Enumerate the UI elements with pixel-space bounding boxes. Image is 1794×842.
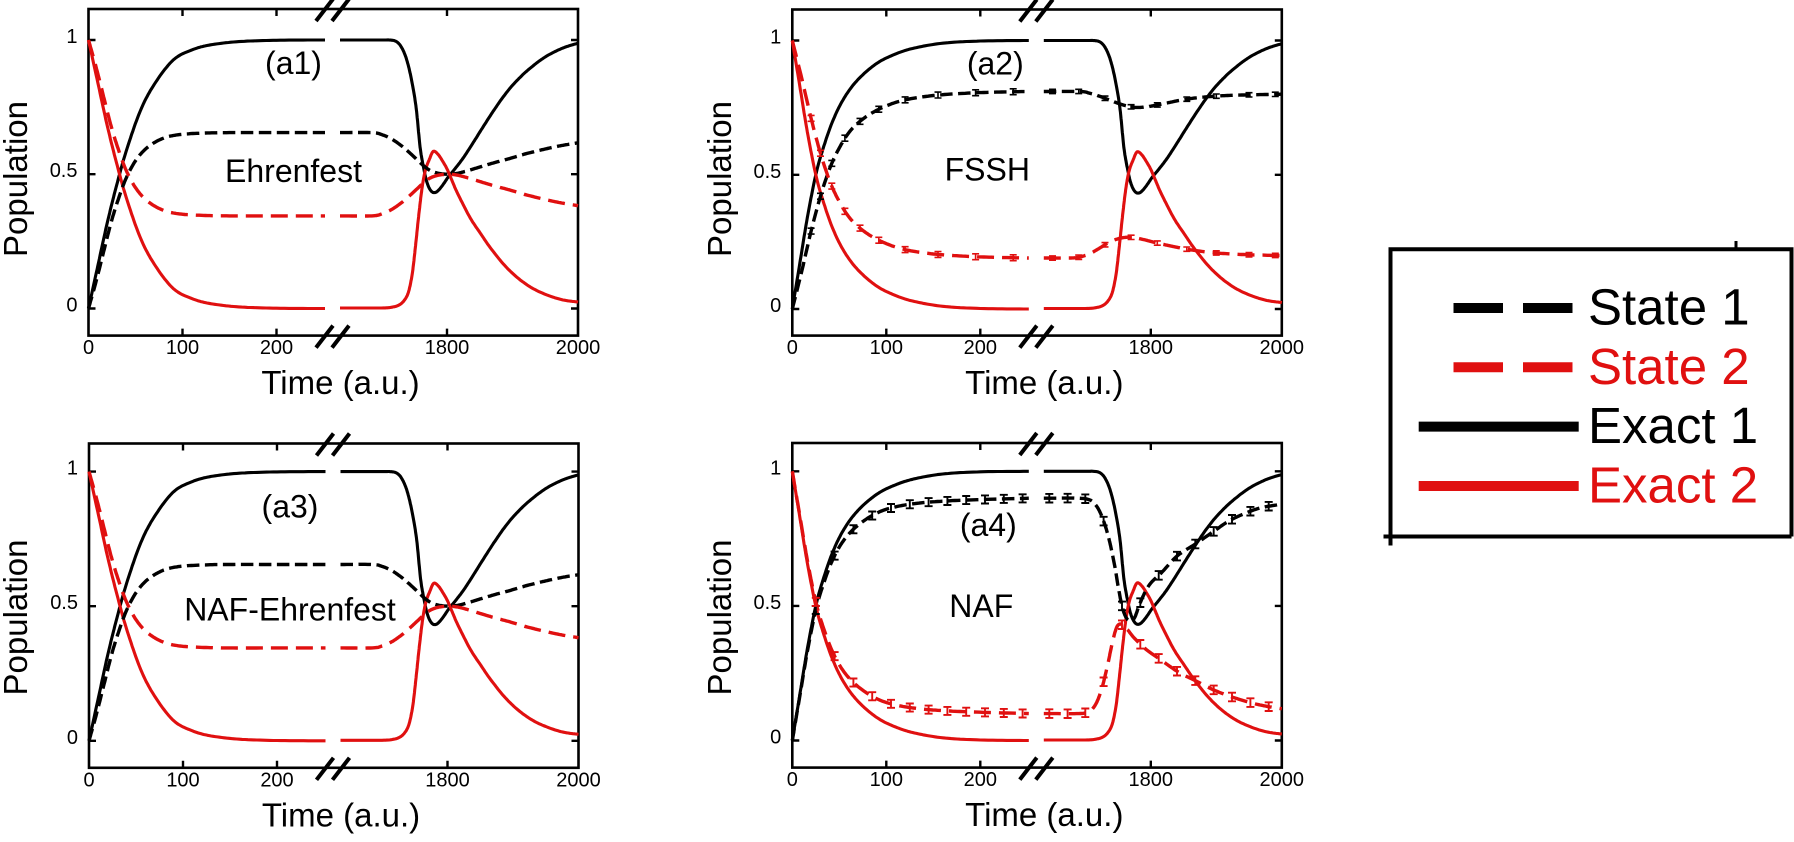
svg-text:NAF-Ehrenfest: NAF-Ehrenfest	[184, 592, 396, 628]
svg-text:Population: Population	[0, 101, 34, 257]
svg-text:Population: Population	[701, 540, 738, 696]
svg-text:(a3): (a3)	[262, 489, 319, 525]
svg-text:Exact 2: Exact 2	[1588, 457, 1758, 514]
svg-text:Time (a.u.): Time (a.u.)	[261, 364, 419, 401]
svg-text:1: 1	[66, 26, 77, 48]
svg-text:1: 1	[770, 27, 781, 49]
svg-text:0.5: 0.5	[50, 592, 78, 614]
svg-text:1800: 1800	[425, 769, 470, 791]
svg-text:100: 100	[870, 769, 903, 791]
svg-text:Population: Population	[0, 540, 34, 696]
svg-text:Population: Population	[701, 101, 738, 257]
svg-text:0: 0	[83, 769, 94, 791]
svg-text:200: 200	[964, 337, 997, 359]
svg-text:Exact 1: Exact 1	[1588, 397, 1758, 454]
svg-text:1800: 1800	[1129, 769, 1174, 791]
svg-text:2000: 2000	[556, 337, 601, 359]
svg-text:2000: 2000	[556, 769, 601, 791]
svg-text:2000: 2000	[1260, 337, 1305, 359]
svg-text:0: 0	[67, 727, 78, 749]
svg-text:0: 0	[787, 769, 798, 791]
svg-text:Ehrenfest: Ehrenfest	[225, 153, 362, 189]
svg-text:1800: 1800	[1129, 337, 1174, 359]
svg-text:FSSH: FSSH	[945, 152, 1030, 188]
svg-text:200: 200	[964, 769, 997, 791]
svg-text:Time (a.u.): Time (a.u.)	[965, 364, 1123, 401]
svg-text:1800: 1800	[425, 337, 470, 359]
svg-text:2000: 2000	[1260, 769, 1305, 791]
svg-text:1: 1	[67, 458, 78, 480]
svg-text:(a1): (a1)	[265, 45, 322, 81]
svg-text:0: 0	[770, 295, 781, 317]
svg-text:100: 100	[166, 769, 199, 791]
svg-text:0.5: 0.5	[753, 161, 781, 183]
svg-text:200: 200	[260, 769, 293, 791]
svg-text:0: 0	[787, 337, 798, 359]
svg-text:(a2): (a2)	[967, 46, 1024, 82]
svg-text:100: 100	[870, 337, 903, 359]
svg-text:Time (a.u.): Time (a.u.)	[965, 796, 1123, 833]
svg-text:State 1: State 1	[1588, 279, 1750, 336]
svg-text:100: 100	[166, 337, 199, 359]
svg-text:State 2: State 2	[1588, 338, 1750, 395]
svg-text:0: 0	[66, 295, 77, 317]
svg-text:0.5: 0.5	[753, 592, 781, 614]
svg-text:NAF: NAF	[949, 588, 1013, 624]
svg-text:0.5: 0.5	[50, 160, 78, 182]
svg-text:200: 200	[260, 337, 293, 359]
svg-text:0: 0	[83, 337, 94, 359]
svg-text:Time (a.u.): Time (a.u.)	[262, 796, 420, 833]
svg-text:(a4): (a4)	[960, 507, 1017, 543]
svg-text:1: 1	[770, 457, 781, 479]
svg-text:0: 0	[770, 727, 781, 749]
